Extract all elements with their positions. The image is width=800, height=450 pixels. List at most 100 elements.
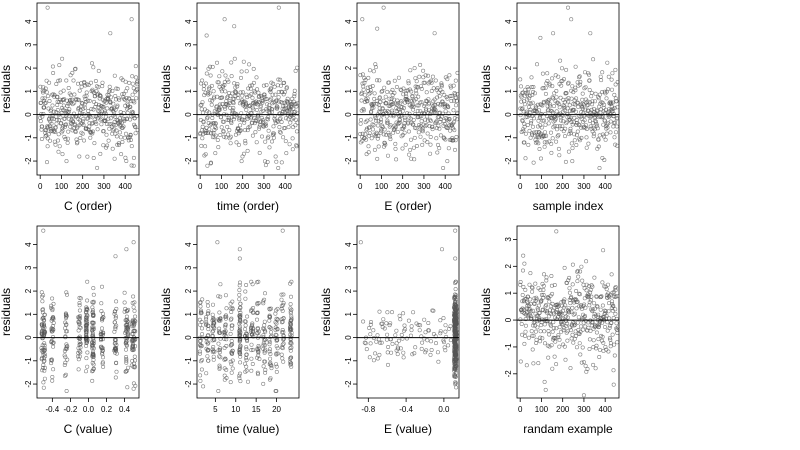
data-point	[612, 105, 617, 110]
data-point	[238, 336, 243, 341]
data-point	[72, 92, 77, 97]
data-point	[446, 111, 451, 116]
data-point	[255, 311, 260, 316]
data-point	[539, 102, 544, 107]
data-point	[579, 135, 584, 140]
data-point	[41, 352, 46, 357]
data-point	[575, 129, 580, 134]
data-point	[265, 102, 270, 107]
data-point	[537, 108, 542, 113]
data-point	[394, 85, 399, 90]
y-tick-label: -1	[24, 357, 33, 365]
data-point	[103, 109, 108, 114]
data-point	[536, 315, 541, 320]
data-point	[366, 125, 371, 130]
data-point	[543, 387, 548, 392]
data-point	[203, 144, 208, 149]
y-tick-label: 2	[504, 65, 513, 70]
data-point	[564, 67, 569, 72]
data-point	[520, 292, 525, 297]
data-point	[114, 369, 119, 374]
data-point	[574, 143, 579, 148]
data-point	[446, 146, 451, 151]
data-point	[295, 101, 300, 106]
data-point	[85, 298, 90, 303]
data-point	[592, 275, 597, 280]
data-point	[223, 106, 228, 111]
data-point	[544, 140, 549, 145]
data-point	[229, 74, 234, 79]
data-point	[100, 284, 105, 289]
data-point	[125, 385, 130, 390]
data-point	[255, 301, 260, 306]
data-point	[135, 87, 140, 92]
data-point	[274, 364, 279, 369]
data-point	[211, 344, 216, 349]
data-point	[199, 310, 204, 315]
data-point	[608, 119, 613, 124]
data-point	[45, 136, 50, 141]
data-point	[212, 94, 217, 99]
plot-frame	[196, 2, 300, 176]
data-point	[288, 107, 293, 112]
data-point	[229, 309, 234, 314]
data-point	[275, 346, 280, 351]
data-point	[123, 369, 128, 374]
data-point	[527, 96, 532, 101]
data-point	[423, 330, 428, 335]
data-point	[42, 376, 47, 381]
data-point	[551, 31, 556, 36]
data-point	[91, 320, 96, 325]
data-point	[530, 100, 535, 105]
data-point	[578, 324, 583, 329]
y-tick-label: 1	[344, 312, 353, 317]
data-point	[449, 123, 454, 128]
data-point	[64, 78, 69, 83]
data-point	[614, 124, 619, 129]
data-point	[100, 316, 105, 321]
data-point	[412, 125, 417, 130]
data-point	[295, 120, 300, 125]
data-point	[518, 113, 523, 118]
data-point	[575, 268, 580, 273]
data-point	[78, 345, 83, 350]
data-point	[561, 77, 566, 82]
data-point	[285, 96, 290, 101]
data-point	[567, 290, 572, 295]
data-point	[454, 356, 459, 361]
data-point	[204, 33, 209, 38]
data-point	[254, 101, 259, 106]
data-point	[574, 133, 579, 138]
data-point	[366, 150, 371, 155]
data-point	[595, 304, 600, 309]
data-point	[518, 77, 523, 82]
data-point	[91, 65, 96, 70]
data-point	[292, 109, 297, 114]
data-point	[200, 78, 205, 83]
data-point	[106, 93, 111, 98]
data-point	[266, 128, 271, 133]
data-point	[438, 318, 443, 323]
data-point	[358, 73, 363, 78]
data-point	[424, 108, 429, 113]
data-point	[260, 108, 265, 113]
data-point	[562, 108, 567, 113]
data-point	[49, 121, 54, 126]
data-point	[279, 306, 284, 311]
data-point	[123, 79, 128, 84]
data-point	[131, 86, 136, 91]
data-point	[612, 353, 617, 358]
data-point	[72, 121, 77, 126]
data-point	[228, 331, 233, 336]
data-point	[551, 320, 556, 325]
data-point	[237, 307, 242, 312]
data-point	[237, 297, 242, 302]
data-point	[383, 142, 388, 147]
y-tick-label: 3	[184, 265, 193, 270]
data-point	[128, 117, 133, 122]
data-point	[368, 322, 373, 327]
data-point	[198, 373, 203, 378]
data-point	[419, 111, 424, 116]
data-point	[283, 139, 288, 144]
